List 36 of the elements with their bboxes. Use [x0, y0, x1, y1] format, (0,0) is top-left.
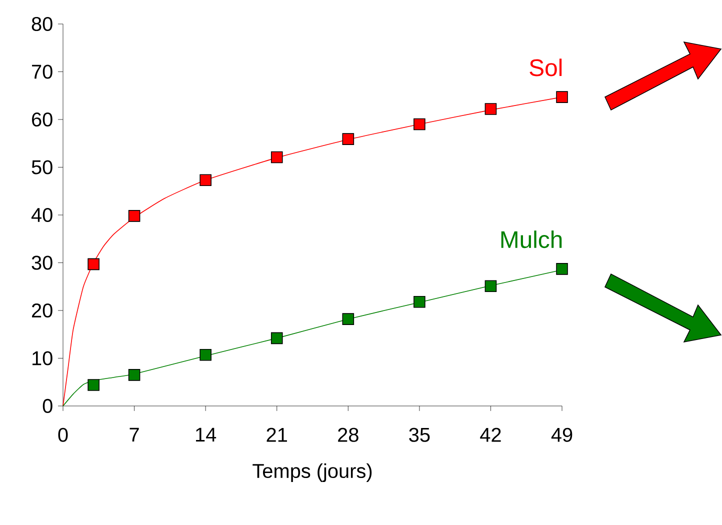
x-tick-label: 14: [196, 428, 216, 442]
y-tick-label: 50: [32, 160, 52, 174]
y-tick-label: 80: [32, 16, 52, 32]
point: [200, 348, 212, 361]
point: [484, 103, 497, 115]
y-tick-label: 20: [32, 303, 52, 318]
point: [556, 91, 568, 103]
x-axis-title: Temps (jours): [252, 463, 372, 482]
y-tick-label: 60: [32, 112, 52, 127]
point: [414, 296, 426, 308]
point: [484, 280, 497, 292]
y-tick-label: 0: [42, 398, 52, 414]
series-label: Mulch: [501, 230, 562, 248]
point: [342, 133, 354, 145]
point: [128, 210, 140, 222]
x-tick-label: 35: [409, 428, 430, 442]
point: [88, 379, 100, 391]
x-tick-label: 49: [551, 428, 572, 442]
point: [556, 263, 568, 275]
point: [200, 174, 212, 186]
point: [270, 151, 283, 164]
point: [88, 258, 100, 270]
y-tick-label: 30: [32, 256, 52, 270]
x-tick-label: 42: [480, 428, 501, 442]
y-tick-label: 70: [32, 64, 52, 79]
point: [128, 369, 140, 381]
x-tick-label: 28: [338, 428, 358, 442]
x-tick-label: 21: [266, 428, 287, 442]
x-tick-label: 0: [58, 428, 68, 442]
series-label: Sol: [530, 58, 562, 76]
y-tick-label: 10: [32, 351, 52, 366]
point: [342, 313, 354, 325]
point: [414, 118, 426, 130]
x-tick-label: 7: [130, 428, 139, 442]
point: [270, 332, 283, 344]
y-tick-label: 40: [31, 208, 52, 222]
